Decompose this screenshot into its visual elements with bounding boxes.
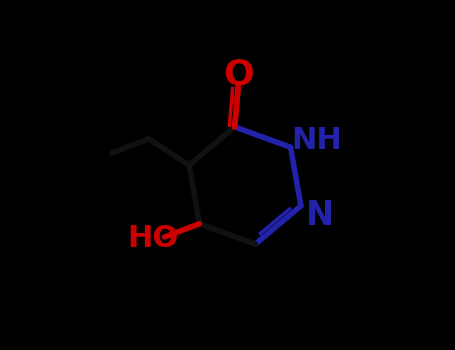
- Text: NH: NH: [292, 126, 342, 155]
- Text: HO: HO: [127, 224, 179, 253]
- Text: O: O: [223, 57, 253, 91]
- Text: N: N: [306, 199, 334, 232]
